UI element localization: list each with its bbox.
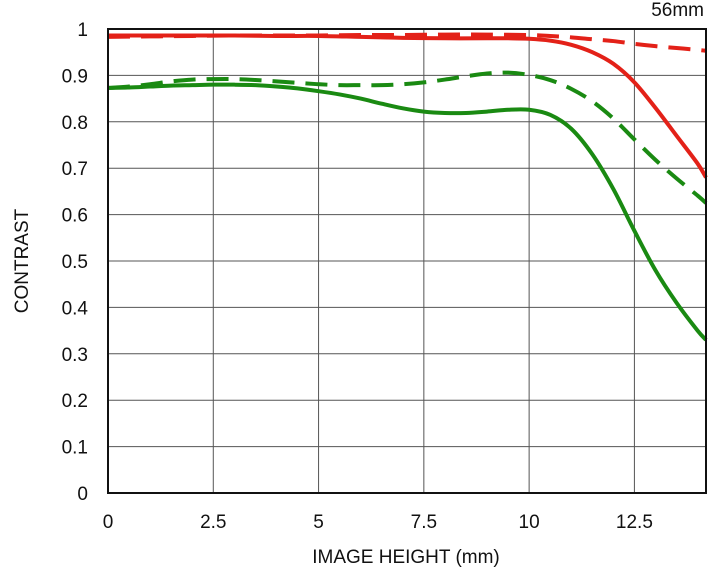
- x-axis-tick-labels: 0 2.5 5 7.5 10 12.5: [103, 512, 653, 533]
- x-tick-label: 12.5: [616, 512, 653, 533]
- series-green-solid-line: [107, 82, 708, 342]
- y-axis-tick-labels: 0 0.1 0.2 0.3 0.4 0.5 0.6 0.7 0.8 0.9 1: [62, 20, 89, 505]
- y-tick-label: 0.2: [62, 391, 88, 412]
- series-group: [107, 32, 708, 342]
- plot-area-frame: [107, 28, 707, 494]
- y-tick-label: 0.7: [62, 159, 88, 180]
- y-tick-label: 0.8: [62, 113, 88, 134]
- y-tick-label: 0.3: [62, 345, 88, 366]
- y-tick-label: 0.5: [62, 252, 88, 273]
- x-tick-label: 5: [313, 512, 324, 533]
- y-tick-label: 1: [77, 20, 88, 41]
- y-tick-label: 0: [77, 484, 88, 505]
- x-tick-label: 7.5: [411, 512, 437, 533]
- x-tick-label: 0: [103, 512, 114, 533]
- y-axis-title: CONTRAST: [12, 208, 33, 313]
- x-tick-label: 2.5: [200, 512, 226, 533]
- series-red-dashed-line: [107, 32, 707, 53]
- x-axis-title: IMAGE HEIGHT (mm): [312, 547, 500, 568]
- series-red-solid-line: [108, 33, 708, 179]
- x-tick-label: 10: [519, 512, 540, 533]
- focal-length-label: 56mm: [651, 0, 704, 21]
- grid: [108, 29, 706, 493]
- y-tick-label: 0.1: [62, 438, 88, 459]
- y-tick-label: 0.9: [62, 66, 88, 87]
- series-green-dashed-line: [107, 70, 708, 205]
- y-tick-label: 0.6: [62, 206, 88, 227]
- y-tick-label: 0.4: [62, 298, 89, 319]
